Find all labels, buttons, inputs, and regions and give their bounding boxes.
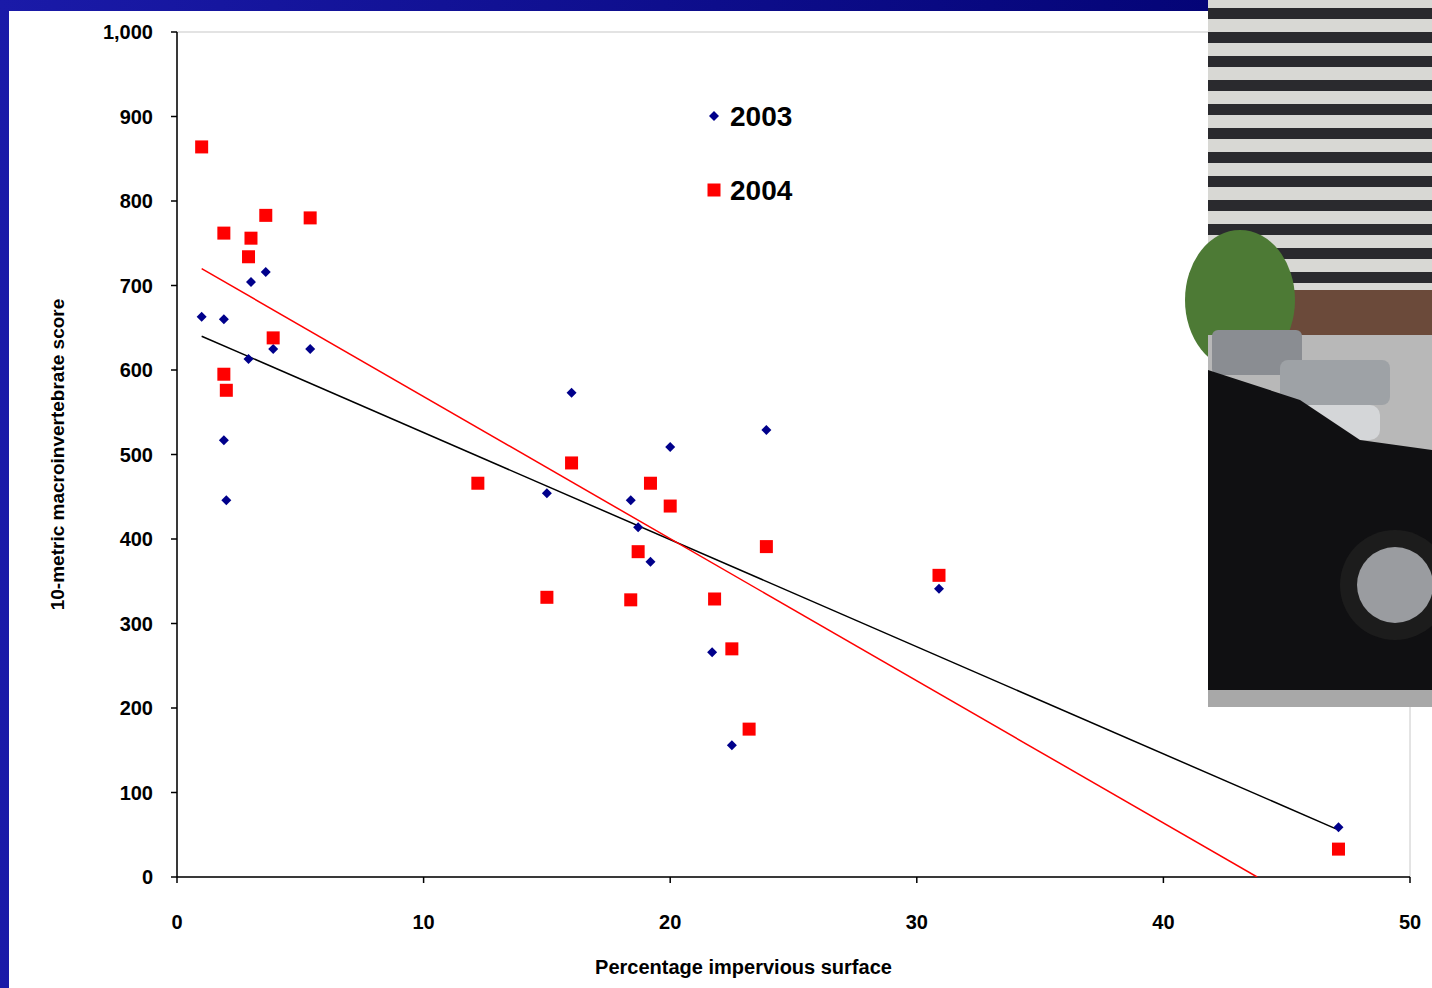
point xyxy=(259,209,272,222)
point xyxy=(743,723,756,736)
y-tick-label: 0 xyxy=(142,866,153,888)
point xyxy=(664,500,677,513)
y-tick-label: 600 xyxy=(120,359,153,381)
point xyxy=(645,557,655,567)
point xyxy=(665,442,675,452)
trend-line xyxy=(202,336,1336,829)
x-tick xyxy=(1409,877,1411,883)
legend-label: 2003 xyxy=(730,101,792,132)
y-tick-label: 100 xyxy=(120,782,153,804)
point xyxy=(268,344,278,354)
background xyxy=(0,0,1432,988)
y-tick-label: 500 xyxy=(120,444,153,466)
x-tick-label: 10 xyxy=(412,911,434,933)
y-axis-title: 10-metric macroinvertebrate score xyxy=(47,299,68,611)
x-tick-label: 20 xyxy=(659,911,681,933)
y-tick xyxy=(171,454,177,456)
y-tick xyxy=(171,538,177,540)
point xyxy=(244,354,254,364)
y-tick xyxy=(171,369,177,371)
x-axis-title: Percentage impervious surface xyxy=(595,956,892,978)
y-tick-label: 900 xyxy=(120,106,153,128)
point xyxy=(644,477,657,490)
point xyxy=(217,227,230,240)
point xyxy=(244,232,257,245)
y-tick-label: 800 xyxy=(120,190,153,212)
y-tick xyxy=(171,876,177,878)
y-tick-label: 400 xyxy=(120,528,153,550)
point xyxy=(1333,822,1343,832)
x-tick xyxy=(669,877,671,883)
point xyxy=(934,584,944,594)
point xyxy=(725,642,738,655)
point xyxy=(565,456,578,469)
y-tick xyxy=(171,200,177,202)
x-tick xyxy=(916,877,918,883)
point xyxy=(219,314,229,324)
y-tick xyxy=(171,792,177,794)
point xyxy=(624,593,637,606)
point xyxy=(197,312,207,322)
point xyxy=(217,368,230,381)
point xyxy=(632,545,645,558)
point xyxy=(633,522,643,532)
x-tick xyxy=(423,877,425,883)
point xyxy=(932,569,945,582)
point xyxy=(707,647,717,657)
y-tick-label: 1,000 xyxy=(103,21,153,43)
point xyxy=(567,388,577,398)
point xyxy=(305,344,315,354)
legend: 2003 2004 xyxy=(708,101,793,206)
point xyxy=(626,495,636,505)
point xyxy=(219,435,229,445)
chart: 0 100 200 300 400 500 600 700 800 900 1,000 0 10 20 30… xyxy=(0,0,1432,988)
y-tick-label: 700 xyxy=(120,275,153,297)
y-tick xyxy=(171,285,177,287)
point xyxy=(540,591,553,604)
legend-marker xyxy=(709,111,719,121)
y-tick-label: 300 xyxy=(120,613,153,635)
point xyxy=(760,540,773,553)
y-tick xyxy=(171,623,177,625)
x-tick-label: 0 xyxy=(171,911,182,933)
photo xyxy=(1185,0,1432,707)
y-tick xyxy=(171,116,177,118)
plot-marks xyxy=(195,140,1345,877)
point xyxy=(1332,843,1345,856)
point xyxy=(195,140,208,153)
legend-label: 2004 xyxy=(730,175,793,206)
point xyxy=(761,425,771,435)
point xyxy=(246,277,256,287)
point xyxy=(242,250,255,263)
x-tick-label: 40 xyxy=(1152,911,1174,933)
point xyxy=(261,267,271,277)
x-tick xyxy=(176,877,178,883)
y-tick-label: 200 xyxy=(120,697,153,719)
x-tick-label: 50 xyxy=(1399,911,1421,933)
point xyxy=(221,495,231,505)
point xyxy=(542,488,552,498)
point xyxy=(220,384,233,397)
y-tick xyxy=(171,31,177,33)
x-tick xyxy=(1163,877,1165,883)
point xyxy=(708,592,721,605)
chart-panel xyxy=(9,11,1432,988)
point xyxy=(727,740,737,750)
point xyxy=(267,331,280,344)
y-tick xyxy=(171,707,177,709)
x-axis xyxy=(177,876,1410,878)
trend-line xyxy=(202,269,1257,877)
legend-marker xyxy=(708,184,721,197)
x-tick-label: 30 xyxy=(906,911,928,933)
point xyxy=(304,211,317,224)
point xyxy=(471,477,484,490)
